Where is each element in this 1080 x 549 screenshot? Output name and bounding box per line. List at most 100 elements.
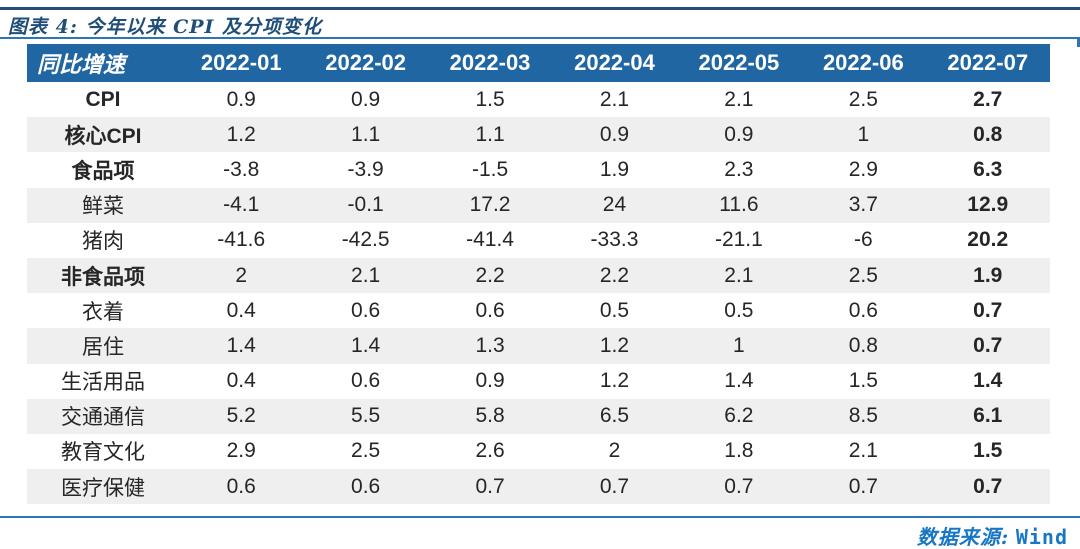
value-cell: 2.1 — [724, 87, 754, 111]
value-cell: 1.4 — [973, 369, 1003, 393]
value-cell: 0.6 — [475, 298, 505, 322]
value-cell: 2.2 — [599, 263, 630, 287]
value-cell: 20.2 — [967, 228, 1009, 252]
value-cell: -33.3 — [590, 228, 639, 252]
value-cell: 2.2 — [475, 263, 505, 287]
caption-divider-tick — [1077, 37, 1080, 47]
value-cell: 0.8 — [973, 122, 1003, 146]
value-cell: 17.2 — [469, 193, 511, 217]
value-cell: 0.6 — [848, 298, 878, 322]
value-cell: 2.9 — [226, 439, 256, 463]
value-cell: -0.1 — [347, 193, 384, 217]
value-cell: 1.8 — [724, 439, 754, 463]
table-row: 猪肉 -41.6 -42.5 -41.4 -33.3 -21.1 -6 20.2 — [27, 223, 1050, 258]
value-cell: 1.5 — [848, 369, 878, 393]
header-cell-month: 2022-06 — [822, 50, 904, 75]
value-cell: 0.7 — [724, 474, 754, 498]
table-row: 衣着 0.4 0.6 0.6 0.5 0.5 0.6 0.7 — [27, 293, 1050, 328]
data-source-value: Wind — [1015, 525, 1068, 549]
value-cell: 2.5 — [848, 87, 878, 111]
value-cell: 1.1 — [475, 122, 505, 146]
value-cell: 2 — [235, 263, 248, 287]
value-cell: -41.4 — [466, 228, 514, 252]
value-cell: 1 — [857, 122, 870, 146]
value-cell: 1 — [733, 333, 745, 357]
table-row: 医疗保健 0.6 0.6 0.7 0.7 0.7 0.7 0.7 — [27, 469, 1050, 505]
value-cell: 5.5 — [351, 404, 381, 428]
row-label: 交通通信 — [61, 406, 145, 430]
value-cell: 0.9 — [599, 122, 630, 146]
table-row: 居住 1.4 1.4 1.3 1.2 1 0.8 0.7 — [27, 328, 1050, 364]
value-cell: 1.4 — [226, 333, 256, 357]
value-cell: -41.6 — [217, 228, 266, 252]
value-cell: 0.7 — [599, 474, 630, 498]
value-cell: 0.6 — [226, 474, 256, 498]
value-cell: 0.7 — [973, 474, 1003, 498]
header-cell-month: 2022-02 — [325, 50, 406, 75]
header-cell-month: 2022-01 — [200, 50, 282, 75]
row-label: 衣着 — [82, 300, 124, 324]
row-label: CPI — [85, 87, 121, 111]
value-cell: 1.9 — [599, 157, 630, 181]
value-cell: 2.5 — [848, 263, 878, 287]
value-cell: -3.9 — [347, 157, 384, 181]
value-cell: 3.7 — [848, 193, 878, 217]
value-cell: 6.2 — [724, 404, 754, 428]
value-cell: 11.6 — [719, 193, 759, 217]
value-cell: 6.1 — [973, 404, 1003, 428]
value-cell: 0.6 — [351, 369, 381, 393]
value-cell: 2.9 — [848, 157, 878, 181]
value-cell: 1.9 — [973, 263, 1003, 287]
value-cell: 2.5 — [351, 439, 381, 463]
value-cell: 0.8 — [848, 333, 878, 357]
value-cell: 0.7 — [973, 333, 1003, 357]
value-cell: 2.3 — [724, 157, 754, 181]
header-cell-metric: 同比增速 — [37, 52, 126, 77]
row-label: 食品项 — [71, 159, 135, 183]
bottom-rule — [0, 516, 1080, 518]
table-body: CPI 0.9 0.9 1.5 2.1 2.1 2.5 2.7 核心CPI 1.2 1.1 1.1 0.… — [27, 82, 1050, 505]
row-label: 猪肉 — [82, 230, 124, 254]
value-cell: 1.2 — [599, 333, 630, 357]
value-cell: 0.4 — [226, 298, 256, 322]
table-header-row: 同比增速 2022-01 2022-02 2022-03 2022-04 2022-05 2… — [27, 44, 1050, 82]
value-cell: -21.1 — [714, 228, 763, 252]
value-cell: 2.1 — [724, 263, 754, 287]
value-cell: 8.5 — [848, 404, 878, 428]
row-label: 非食品项 — [61, 265, 145, 289]
value-cell: 0.7 — [475, 474, 505, 498]
value-cell: 0.7 — [848, 474, 878, 498]
value-cell: 6.3 — [973, 157, 1003, 181]
row-label: 生活用品 — [61, 371, 145, 395]
value-cell: 0.5 — [599, 298, 630, 322]
row-label: 居住 — [82, 335, 124, 359]
value-cell: -3.8 — [223, 157, 260, 181]
value-cell: 1.2 — [226, 122, 256, 146]
value-cell: 2.1 — [599, 87, 630, 111]
value-cell: 2.1 — [351, 263, 381, 287]
table-row: 非食品项 2 2.1 2.2 2.2 2.1 2.5 1.9 — [27, 257, 1050, 294]
value-cell: 0.7 — [973, 298, 1003, 322]
row-label: 医疗保健 — [61, 476, 145, 500]
header-cell-month: 2022-05 — [698, 50, 780, 75]
table-row: 核心CPI 1.2 1.1 1.1 0.9 0.9 1 0.8 — [27, 117, 1050, 153]
cpi-table: 同比增速 2022-01 2022-02 2022-03 2022-04 2022-05 2… — [27, 44, 1050, 505]
value-cell: 6.5 — [599, 404, 630, 428]
table-row: 鲜菜 -4.1 -0.1 17.2 24 11.6 3.7 12.9 — [27, 187, 1050, 223]
value-cell: 1.1 — [351, 122, 381, 146]
table-row: 交通通信 5.2 5.5 5.8 6.5 6.2 8.5 6.1 — [27, 398, 1050, 434]
value-cell: 1.4 — [351, 333, 381, 357]
value-cell: -1.5 — [471, 157, 509, 181]
value-cell: 0.6 — [351, 474, 381, 498]
value-cell: 1.4 — [724, 369, 754, 393]
value-cell: 5.8 — [475, 404, 505, 428]
value-cell: -4.1 — [223, 193, 260, 217]
value-cell: 12.9 — [967, 193, 1009, 217]
value-cell: 0.9 — [724, 122, 754, 146]
row-label: 教育文化 — [61, 441, 145, 465]
figure-caption: 图表 4: 今年以来 CPI 及分项变化 — [8, 16, 322, 38]
value-cell: 0.6 — [351, 298, 381, 322]
value-cell: 1.5 — [475, 87, 505, 111]
caption-divider-rule — [0, 37, 1080, 39]
value-cell: 0.4 — [226, 369, 256, 393]
